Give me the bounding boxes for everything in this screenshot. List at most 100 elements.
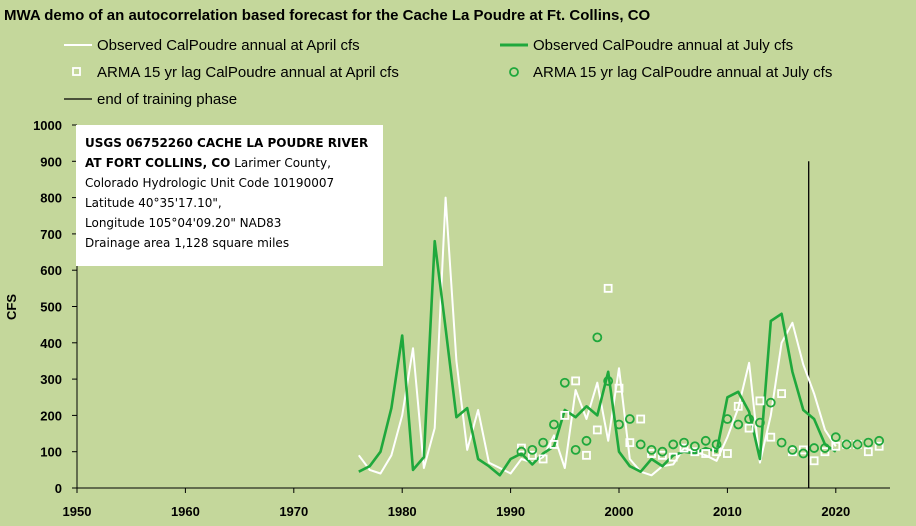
y-tick-label: 500 bbox=[40, 300, 62, 315]
july-arma-point bbox=[635, 439, 646, 450]
station-info-box: USGS 06752260 CACHE LA POUDRE RIVER AT F… bbox=[76, 125, 383, 266]
x-tick-label: 2010 bbox=[713, 504, 742, 519]
legend-label-april-arma: ARMA 15 yr lag CalPoudre annual at April… bbox=[97, 64, 399, 81]
april-arma-point bbox=[657, 450, 667, 460]
legend-item-july-observed: Observed CalPoudre annual at July cfs bbox=[500, 37, 793, 54]
july-arma-point bbox=[700, 435, 711, 446]
july-arma-point bbox=[798, 448, 809, 459]
y-tick-label: 700 bbox=[40, 227, 62, 242]
april-arma-point bbox=[777, 389, 786, 399]
y-tick-label: 800 bbox=[40, 191, 62, 206]
april-arma-point bbox=[668, 452, 678, 462]
april-arma-point bbox=[538, 454, 548, 464]
april-arma-point bbox=[690, 447, 700, 457]
y-tick-label: 400 bbox=[40, 336, 62, 351]
july-arma-point bbox=[549, 419, 559, 430]
april-arma-point bbox=[766, 432, 776, 442]
y-tick-label: 600 bbox=[40, 263, 62, 278]
july-arma-point bbox=[841, 439, 852, 450]
info-line-6: Drainage area 1,128 square miles bbox=[85, 236, 290, 250]
legend-swatch-april-arma bbox=[72, 67, 81, 76]
april-arma-point bbox=[723, 449, 732, 458]
x-tick-label: 2020 bbox=[821, 504, 850, 519]
y-tick-label: 200 bbox=[40, 408, 62, 423]
july-arma-point bbox=[657, 446, 668, 457]
july-arma-point bbox=[527, 444, 538, 455]
july-arma-point bbox=[874, 435, 885, 446]
legend-item-training-end: end of training phase bbox=[64, 91, 237, 108]
july-arma-point bbox=[646, 444, 657, 455]
legend-item-april-observed: Observed CalPoudre annual at April cfs bbox=[64, 37, 360, 54]
april-arma-point bbox=[809, 456, 819, 466]
y-tick-label: 100 bbox=[40, 445, 62, 460]
info-line-2-rest: Larimer County, bbox=[230, 156, 331, 170]
july-arma-point bbox=[614, 419, 624, 430]
july-arma-point bbox=[744, 414, 754, 424]
april-arma-point bbox=[744, 423, 754, 433]
april-arma-point bbox=[831, 441, 841, 451]
april-arma-point bbox=[733, 401, 743, 411]
y-tick-label: 1000 bbox=[33, 118, 62, 133]
info-line-2-bold: AT FORT COLLINS, CO bbox=[85, 156, 231, 170]
july-arma-point bbox=[733, 419, 744, 430]
legend-label-july-observed: Observed CalPoudre annual at July cfs bbox=[533, 37, 793, 54]
july-arma-point bbox=[820, 443, 830, 453]
april-arma-point bbox=[592, 425, 602, 435]
july-arma-point bbox=[516, 446, 527, 457]
april-arma-point bbox=[755, 396, 765, 406]
legend-label-july-arma: ARMA 15 yr lag CalPoudre annual at July … bbox=[533, 64, 832, 81]
legend-item-april-arma: ARMA 15 yr lag CalPoudre annual at April… bbox=[72, 64, 399, 81]
legend: Observed CalPoudre annual at April cfs O… bbox=[64, 37, 832, 108]
legend-label-april-observed: Observed CalPoudre annual at April cfs bbox=[97, 37, 360, 54]
july-arma-point bbox=[787, 444, 798, 455]
april-arma-point bbox=[517, 443, 526, 453]
july-arma-point bbox=[830, 432, 841, 443]
x-tick-label: 1950 bbox=[63, 504, 92, 519]
april-arma-point bbox=[625, 438, 635, 448]
july-arma-point bbox=[570, 444, 581, 455]
july-arma-point bbox=[722, 414, 733, 424]
april-arma-point bbox=[549, 440, 559, 449]
april-arma-point bbox=[647, 449, 656, 458]
april-arma-point bbox=[820, 447, 830, 457]
y-axis-label: CFS bbox=[4, 294, 19, 320]
july-arma-point bbox=[755, 417, 765, 428]
x-tick-label: 2000 bbox=[605, 504, 634, 519]
april-arma-point bbox=[560, 410, 570, 420]
series-layer bbox=[357, 161, 885, 488]
april-arma-point bbox=[679, 443, 689, 453]
info-line-3: Colorado Hydrologic Unit Code 10190007 bbox=[85, 176, 335, 190]
april-arma-point bbox=[614, 383, 624, 393]
july-arma-point bbox=[809, 443, 820, 453]
april-arma-point bbox=[582, 450, 591, 460]
july-arma-point bbox=[668, 439, 679, 450]
y-tick-label: 0 bbox=[55, 481, 62, 496]
july-arma-point bbox=[603, 376, 614, 386]
x-tick-label: 1960 bbox=[171, 504, 200, 519]
july-arma-point bbox=[711, 439, 722, 450]
july-arma-point bbox=[776, 437, 787, 448]
info-line-5: Longitude 105°04'09.20" NAD83 bbox=[85, 216, 282, 230]
info-line-2: AT FORT COLLINS, CO Larimer County, bbox=[85, 153, 375, 173]
legend-label-training-end: end of training phase bbox=[97, 91, 237, 108]
y-tick-label: 900 bbox=[40, 154, 62, 169]
july-arma-point bbox=[765, 397, 776, 408]
info-line-1: USGS 06752260 CACHE LA POUDRE RIVER bbox=[85, 136, 369, 150]
info-line-4: Latitude 40°35'17.10", bbox=[85, 196, 222, 210]
x-tick-label: 1990 bbox=[496, 504, 525, 519]
legend-item-july-arma: ARMA 15 yr lag CalPoudre annual at July … bbox=[509, 64, 832, 81]
april-arma-point bbox=[603, 283, 613, 293]
april-arma-point bbox=[571, 376, 581, 386]
july-arma-point bbox=[689, 441, 700, 452]
april-arma-point bbox=[874, 441, 884, 451]
april-arma-point bbox=[863, 447, 873, 457]
april-arma-point bbox=[701, 449, 711, 458]
legend-swatch-july-arma bbox=[509, 67, 519, 77]
x-tick-label: 1970 bbox=[279, 504, 308, 519]
april-arma-point bbox=[798, 445, 808, 455]
july-arma-point bbox=[538, 437, 549, 448]
july-arma-point bbox=[679, 437, 689, 448]
chart-title: MWA demo of an autocorrelation based for… bbox=[4, 7, 651, 24]
april-arma-point bbox=[527, 450, 537, 460]
